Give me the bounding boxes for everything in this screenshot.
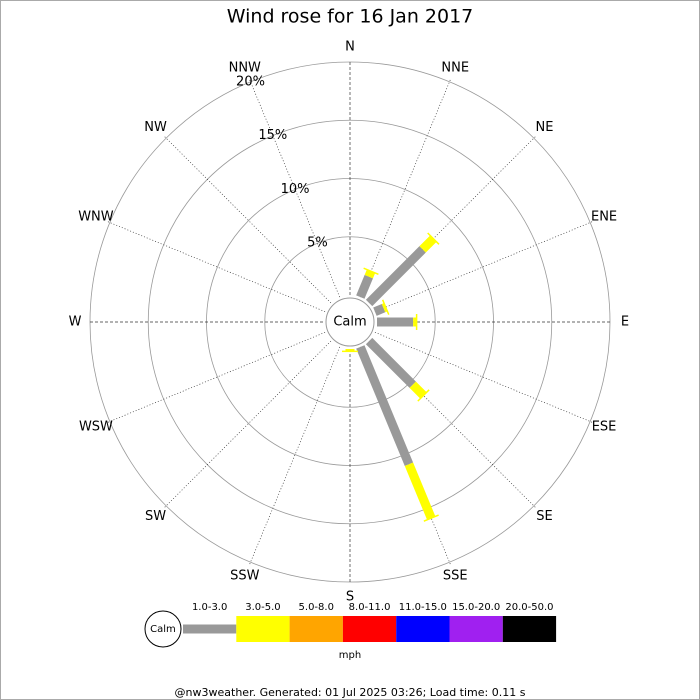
spoke xyxy=(164,136,332,304)
calm-circle xyxy=(325,297,375,347)
grid-ring xyxy=(264,236,436,408)
spoke xyxy=(249,79,340,298)
legend-swatch xyxy=(289,616,343,642)
legend-label: 11.0-15.0 xyxy=(399,602,447,613)
direction-label: SSE xyxy=(443,569,468,584)
bar-segment xyxy=(365,246,426,307)
direction-label: WNW xyxy=(78,209,114,224)
bar-segment xyxy=(404,462,436,520)
legend-label: 15.0-20.0 xyxy=(452,602,500,613)
direction-label: SSW xyxy=(230,569,260,584)
bar-cap xyxy=(423,514,439,522)
legend-calm-label: Calm xyxy=(150,624,176,635)
spoke xyxy=(374,332,593,423)
bar-segment xyxy=(356,345,414,466)
r-tick-label: 5% xyxy=(307,236,328,251)
legend-label: 20.0-50.0 xyxy=(505,602,553,613)
calm-label: Calm xyxy=(333,315,366,330)
bar-segment xyxy=(373,303,386,316)
legend-swatch xyxy=(502,616,557,642)
bar-cap xyxy=(417,389,430,402)
direction-label: E xyxy=(621,315,629,330)
r-tick-label: 10% xyxy=(281,182,310,197)
direction-label: N xyxy=(345,40,355,55)
grid-ring xyxy=(147,119,553,525)
bar-cap xyxy=(427,232,440,245)
legend-swatch xyxy=(342,616,397,642)
spoke xyxy=(360,79,451,298)
legend-swatch xyxy=(396,616,450,642)
bar-segment xyxy=(409,381,427,399)
direction-label: ESE xyxy=(592,420,617,435)
direction-label: S xyxy=(346,590,354,605)
bar-cap xyxy=(381,299,390,315)
legend-label: 3.0-5.0 xyxy=(245,602,280,613)
direction-label: NNW xyxy=(229,60,261,75)
bar-segment xyxy=(365,337,416,388)
chart-title: Wind rose for 16 Jan 2017 xyxy=(227,6,474,28)
direction-label: W xyxy=(69,315,82,330)
r-tick-label: 20% xyxy=(236,74,265,89)
legend-label: 8.0-11.0 xyxy=(349,602,391,613)
spoke xyxy=(164,340,332,508)
direction-label: NE xyxy=(535,120,553,135)
bar-segment xyxy=(356,274,373,299)
direction-label: NNE xyxy=(441,60,469,75)
direction-label: NW xyxy=(144,120,167,135)
direction-label: SW xyxy=(145,509,166,524)
footer: @nw3weather. Generated: 01 Jul 2025 03:2… xyxy=(175,686,526,699)
legend-label: 5.0-8.0 xyxy=(299,602,334,613)
unit-label: mph xyxy=(339,650,361,661)
legend-swatch xyxy=(236,616,290,642)
bar-segment xyxy=(419,235,437,253)
legend-swatch xyxy=(183,624,237,634)
direction-label: SE xyxy=(536,509,552,524)
legend-label: 1.0-3.0 xyxy=(192,602,227,613)
legend-swatch xyxy=(449,616,503,642)
spoke xyxy=(107,332,326,423)
spoke xyxy=(249,346,340,565)
spoke xyxy=(374,221,593,312)
direction-label: WSW xyxy=(79,420,113,435)
direction-label: ENE xyxy=(591,209,617,224)
spoke xyxy=(107,221,326,312)
bar-cap xyxy=(363,267,379,275)
legend-calm xyxy=(144,610,182,648)
r-tick-label: 15% xyxy=(258,128,287,143)
bar-segment xyxy=(364,269,376,279)
